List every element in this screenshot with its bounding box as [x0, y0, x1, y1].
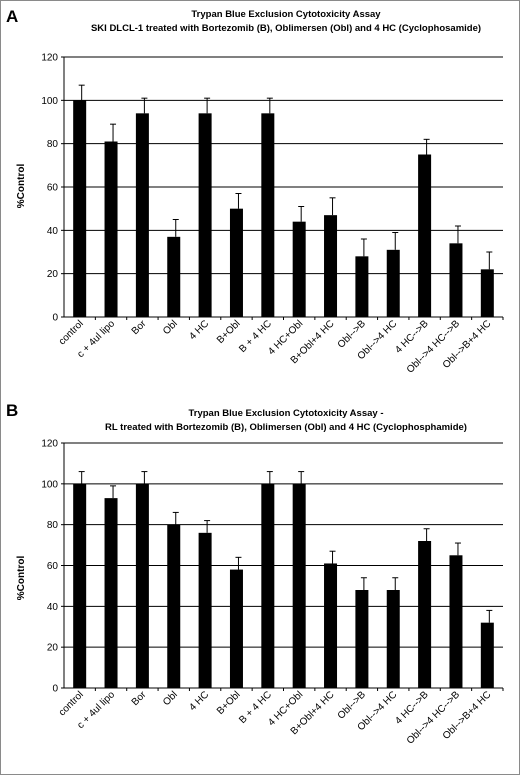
- bar: [292, 221, 306, 317]
- y-tick-label: 40: [47, 602, 59, 613]
- bar: [73, 100, 87, 317]
- bar: [355, 590, 369, 688]
- bar: [135, 113, 149, 317]
- y-tick-label: 120: [41, 439, 58, 450]
- bar: [324, 215, 338, 317]
- panel-b-y-axis-label: %Control: [16, 556, 27, 601]
- x-tick-label: Bor: [130, 689, 149, 708]
- panel-a-subtitle: SKI DLCL-1 treated with Bortezomib (B), …: [91, 23, 481, 34]
- bar: [135, 483, 149, 688]
- bar: [386, 590, 400, 688]
- bar: [418, 541, 432, 688]
- y-tick-label: 80: [47, 520, 59, 531]
- bar: [198, 532, 212, 688]
- bar: [261, 113, 275, 317]
- panel-a-y-axis-label: %Control: [16, 164, 27, 209]
- bar: [355, 256, 369, 317]
- x-tick-label: B+Obl: [215, 318, 243, 346]
- x-tick-label: B+Obl: [215, 689, 243, 717]
- bar: [167, 524, 181, 688]
- bar: [449, 243, 463, 317]
- panel-a: A Trypan Blue Exclusion Cytotoxicity Ass…: [6, 7, 504, 376]
- bar: [104, 141, 118, 317]
- panel-b-letter: B: [6, 401, 18, 420]
- y-tick-label: 20: [47, 269, 59, 280]
- bar: [229, 208, 243, 317]
- y-tick-label: 40: [47, 226, 59, 237]
- bar: [167, 236, 181, 317]
- bar: [449, 555, 463, 688]
- bar: [198, 113, 212, 317]
- panel-a-letter: A: [6, 7, 18, 26]
- panel-b-title: Trypan Blue Exclusion Cytotoxicity Assay…: [189, 408, 384, 419]
- y-tick-label: 20: [47, 643, 59, 654]
- bar: [229, 569, 243, 688]
- y-tick-label: 80: [47, 139, 59, 150]
- y-tick-label: 0: [52, 313, 58, 324]
- x-tick-label: 4 HC: [187, 689, 211, 713]
- x-tick-label: Bor: [130, 318, 149, 337]
- y-tick-label: 60: [47, 183, 59, 194]
- x-tick-label: 4 HC: [187, 318, 211, 342]
- x-tick-label: control: [57, 318, 86, 347]
- x-tick-label: Obl: [161, 689, 180, 708]
- panel-b: B Trypan Blue Exclusion Cytotoxicity Ass…: [6, 401, 504, 747]
- bar: [418, 154, 432, 317]
- y-tick-label: 0: [52, 684, 58, 695]
- panel-a-title: Trypan Blue Exclusion Cytotoxicity Assay: [191, 9, 381, 20]
- y-tick-label: 60: [47, 561, 59, 572]
- bar: [324, 563, 338, 688]
- y-tick-label: 100: [41, 479, 58, 490]
- x-tick-label: control: [57, 689, 86, 718]
- bar: [104, 498, 118, 688]
- bar: [73, 483, 87, 688]
- y-tick-label: 100: [41, 96, 58, 107]
- y-tick-label: 120: [41, 53, 58, 64]
- bar: [261, 483, 275, 688]
- bar: [386, 249, 400, 317]
- bar: [292, 483, 306, 688]
- bar: [480, 269, 494, 317]
- panel-b-subtitle: RL treated with Bortezomib (B), Oblimers…: [105, 422, 467, 433]
- x-tick-label: Obl: [161, 318, 180, 337]
- bar: [480, 622, 494, 688]
